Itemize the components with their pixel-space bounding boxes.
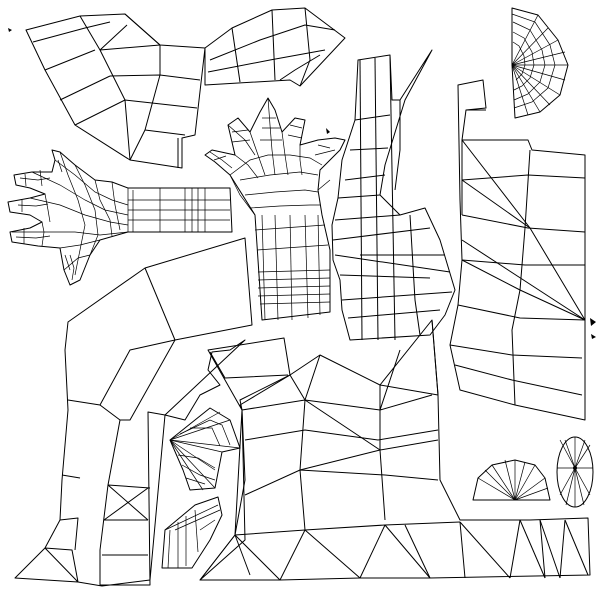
leg-panel-center <box>199 337 291 581</box>
head-fan-top-right <box>511 7 569 119</box>
stray-vertex-marker-3 <box>591 334 596 339</box>
right-hand <box>204 97 346 321</box>
torso-front-bottom <box>199 319 591 581</box>
upper-arm-strip-right <box>204 7 346 87</box>
stray-vertex-marker <box>326 128 330 134</box>
upper-arm-strip-left <box>25 13 206 169</box>
small-fan-lower <box>161 496 223 569</box>
oval-fan-right <box>556 436 594 508</box>
half-fan-bottom-right <box>472 459 551 501</box>
torso-back <box>449 79 586 421</box>
leg-panel-left <box>14 237 253 587</box>
stray-vertex-marker-4 <box>8 28 12 32</box>
forearm-shell <box>331 49 456 341</box>
small-fan-center <box>169 407 241 491</box>
left-hand <box>7 149 233 286</box>
stray-vertex-marker-2 <box>590 318 596 326</box>
